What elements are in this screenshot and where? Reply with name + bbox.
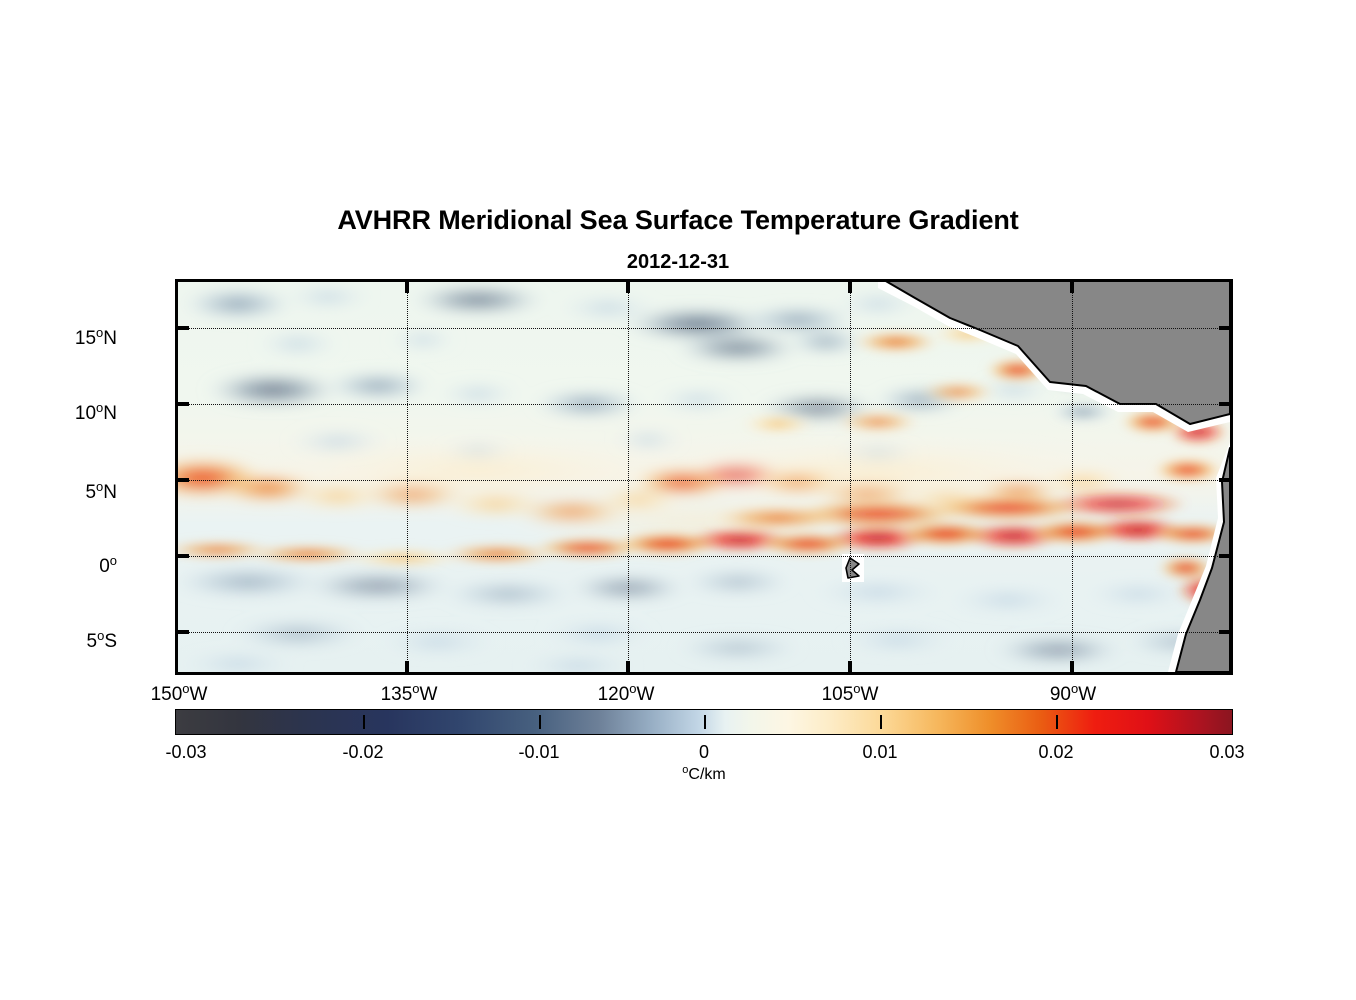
tick-lon-120W-bottom xyxy=(626,661,630,672)
tick-lat-0-right xyxy=(1219,554,1230,558)
tick-lat-5N-left xyxy=(178,478,189,482)
ylabel-15N: 15oN xyxy=(74,325,117,350)
tick-lat-15N-right xyxy=(1219,326,1230,330)
xlabel-120W: 120oW xyxy=(597,681,655,706)
colorbar-label-0.02: 0.02 xyxy=(1038,742,1074,762)
land-north-america xyxy=(878,282,1230,432)
tick-lon-135W-top xyxy=(405,282,409,293)
xlabel-150W: 150oW xyxy=(150,681,208,706)
colorbar-label--0.01: -0.01 xyxy=(518,742,560,762)
colorbar-tick-0.02 xyxy=(1056,715,1058,729)
land-galapagos xyxy=(842,554,864,582)
ylabel-10N: 10oN xyxy=(74,400,117,425)
tick-lon-105W-bottom xyxy=(848,661,852,672)
ylabel-5S: 5oS xyxy=(86,628,118,653)
tick-lat-5N-right xyxy=(1219,478,1230,482)
tick-lon-135W-bottom xyxy=(405,661,409,672)
tick-lon-120W-top xyxy=(626,282,630,293)
colorbar-tick-0 xyxy=(704,715,706,729)
map-plot-area[interactable] xyxy=(175,279,1233,675)
ylabel-0: 0o xyxy=(99,553,117,578)
tick-lat-10N-right xyxy=(1219,402,1230,406)
colorbar-label--0.02: -0.02 xyxy=(342,742,384,762)
colorbar-tick--0.02 xyxy=(363,715,365,729)
sst-gradient-field xyxy=(178,282,1230,672)
colorbar-tick-0.01 xyxy=(880,715,882,729)
colorbar-tick--0.01 xyxy=(539,715,541,729)
colorbar-label-0.03: 0.03 xyxy=(1209,742,1245,762)
tick-lat-15N-left xyxy=(178,326,189,330)
ylabel-5N: 5oN xyxy=(85,479,117,504)
tick-lon-90W-top xyxy=(1070,282,1074,293)
tick-lat-5S-left xyxy=(178,630,189,634)
xlabel-135W: 135oW xyxy=(380,681,438,706)
tick-lat-0-left xyxy=(178,554,189,558)
page-title: AVHRR Meridional Sea Surface Temperature… xyxy=(337,205,1019,235)
colorbar-label-0.01: 0.01 xyxy=(862,742,898,762)
colorbar-unit-label: oC/km xyxy=(682,764,726,784)
tick-lon-105W-top xyxy=(848,282,852,293)
colorbar[interactable] xyxy=(175,709,1233,735)
xlabel-105W: 105oW xyxy=(821,681,879,706)
tick-lat-5S-right xyxy=(1219,630,1230,634)
xlabel-90W: 90oW xyxy=(1049,681,1097,706)
colorbar-label--0.03: -0.03 xyxy=(165,742,207,762)
tick-lon-90W-bottom xyxy=(1070,661,1074,672)
figure-subtitle-date: 2012-12-31 xyxy=(626,251,730,273)
tick-lat-10N-left xyxy=(178,402,189,406)
colorbar-label-0: 0 xyxy=(698,742,710,762)
land-south-america xyxy=(1168,442,1230,672)
